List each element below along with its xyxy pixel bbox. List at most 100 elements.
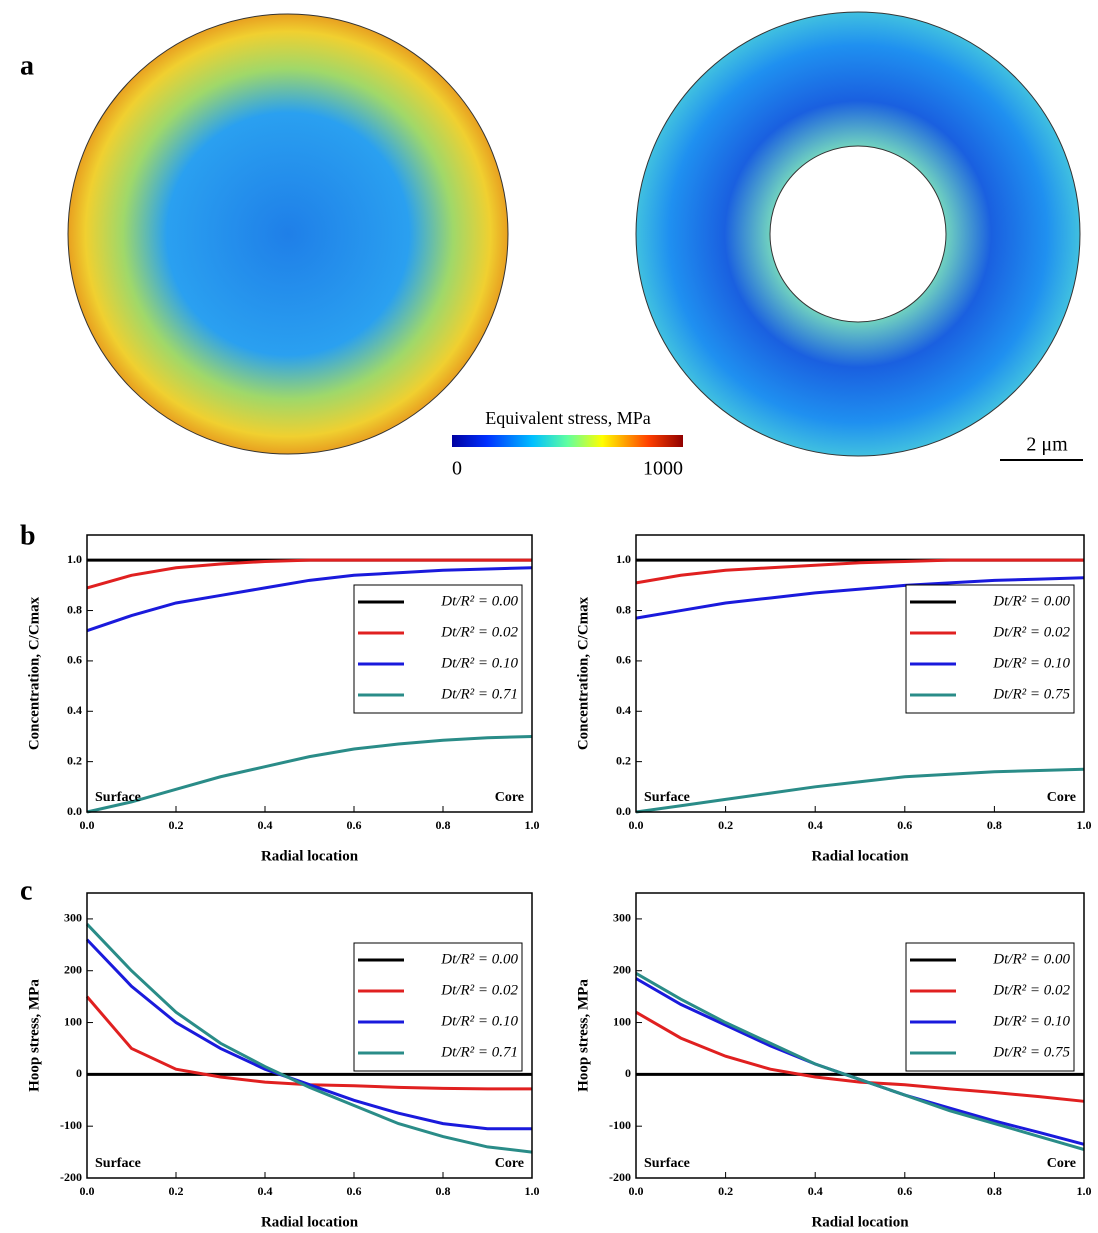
annotation: Core	[495, 1156, 524, 1171]
x-tick-label: 0.6	[347, 818, 362, 832]
legend-entry: Dt/R² = 0.71	[440, 1044, 518, 1060]
stress-map-solid	[67, 13, 509, 455]
x-tick-label: 0.4	[808, 818, 823, 832]
y-tick-label: -200	[60, 1170, 82, 1184]
x-tick-label: 0.6	[897, 818, 912, 832]
y-tick-label: 0.8	[616, 602, 631, 616]
legend-entry: Dt/R² = 0.02	[992, 982, 1070, 998]
annotation: Surface	[644, 1156, 690, 1171]
y-tick-label: 0.2	[616, 753, 631, 767]
legend-entry: Dt/R² = 0.00	[992, 593, 1070, 609]
y-axis-label: Hoop stress, MPa	[26, 979, 42, 1092]
y-tick-label: 200	[613, 962, 631, 976]
plot-frame	[635, 534, 1085, 813]
legend-entry: Dt/R² = 0.10	[440, 1013, 518, 1029]
x-tick-label: 0.4	[258, 1184, 273, 1198]
scale-bar-label: 2 μm	[1026, 434, 1068, 456]
annotation: Surface	[95, 790, 141, 805]
x-tick-label: 0.4	[808, 1184, 823, 1198]
legend-box	[353, 584, 523, 714]
panel-label: c	[20, 875, 32, 906]
panel-label: a	[20, 50, 34, 81]
annotation: Surface	[644, 790, 690, 805]
x-axis-label: Radial location	[261, 1214, 359, 1230]
y-tick-label: 100	[64, 1014, 82, 1028]
y-tick-label: 0.6	[616, 653, 631, 667]
y-tick-label: 0.0	[616, 804, 631, 818]
plot-frame	[86, 534, 533, 813]
x-tick-label: 0.2	[718, 818, 733, 832]
y-axis-label: Concentration, C/Cmax	[575, 596, 591, 750]
series-line	[85, 923, 533, 1154]
x-tick-label: 0.8	[436, 818, 451, 832]
legend-entry: Dt/R² = 0.10	[440, 655, 518, 671]
y-tick-label: 300	[613, 911, 631, 925]
y-tick-label: 1.0	[616, 552, 631, 566]
y-tick-label: 0.6	[67, 653, 82, 667]
x-tick-label: 0.6	[897, 1184, 912, 1198]
x-tick-label: 0.6	[347, 1184, 362, 1198]
legend-entry: Dt/R² = 0.02	[992, 624, 1070, 640]
x-tick-label: 0.2	[169, 1184, 184, 1198]
series-line	[635, 972, 1085, 1151]
x-tick-label: 1.0	[525, 1184, 540, 1198]
y-tick-label: 0.4	[67, 703, 82, 717]
y-axis-label: Hoop stress, MPa	[575, 979, 591, 1092]
y-tick-label: -100	[60, 1118, 82, 1132]
x-tick-label: 0.8	[436, 1184, 451, 1198]
x-tick-label: 0.2	[718, 1184, 733, 1198]
series-line	[635, 558, 1084, 585]
legend-entry: Dt/R² = 0.75	[992, 686, 1070, 702]
x-tick-label: 1.0	[1077, 1184, 1092, 1198]
x-tick-label: 0.0	[629, 818, 644, 832]
x-tick-label: 0.0	[80, 1184, 95, 1198]
y-tick-label: 200	[64, 962, 82, 976]
y-axis-label: Concentration, C/Cmax	[26, 596, 42, 750]
y-tick-label: 0.4	[616, 703, 631, 717]
series-line	[635, 576, 1085, 620]
y-tick-label: 0.0	[67, 804, 82, 818]
series-line	[635, 1010, 1085, 1103]
x-tick-label: 1.0	[1077, 818, 1092, 832]
y-tick-label: 100	[613, 1014, 631, 1028]
legend-entry: Dt/R² = 0.00	[440, 593, 518, 609]
plot-frame	[86, 892, 533, 1179]
y-tick-label: 0.2	[67, 753, 82, 767]
annotation: Core	[495, 790, 524, 805]
legend-box	[353, 942, 523, 1072]
legend-entry: Dt/R² = 0.10	[992, 655, 1070, 671]
panel-label: b	[20, 520, 36, 551]
x-tick-label: 0.0	[80, 818, 95, 832]
legend-entry: Dt/R² = 0.75	[992, 1044, 1070, 1060]
legend-box	[905, 942, 1075, 1072]
x-axis-label: Radial location	[261, 848, 359, 864]
series-line	[86, 734, 533, 814]
hollow-core	[769, 145, 947, 323]
legend-entry: Dt/R² = 0.71	[440, 686, 518, 702]
colorbar-tick-label: 1000	[643, 458, 683, 480]
y-tick-label: -200	[609, 1170, 631, 1184]
x-tick-label: 1.0	[525, 818, 540, 832]
x-axis-label: Radial location	[811, 848, 909, 864]
colorbar-title: Equivalent stress, MPa	[485, 408, 650, 428]
series-line	[85, 938, 532, 1131]
legend-entry: Dt/R² = 0.02	[440, 982, 518, 998]
x-tick-label: 0.4	[258, 818, 273, 832]
legend-box	[905, 584, 1075, 714]
y-tick-label: 300	[64, 911, 82, 925]
x-tick-label: 0.2	[169, 818, 184, 832]
legend-entry: Dt/R² = 0.10	[992, 1013, 1070, 1029]
legend-entry: Dt/R² = 0.00	[440, 951, 518, 967]
colorbar	[452, 435, 683, 447]
colorbar-tick-label: 0	[452, 458, 462, 480]
y-tick-label: 0.8	[67, 602, 82, 616]
annotation: Surface	[95, 1156, 141, 1171]
series-line	[86, 566, 533, 633]
x-tick-label: 0.8	[987, 1184, 1002, 1198]
y-tick-label: 1.0	[67, 552, 82, 566]
y-tick-label: 0	[625, 1066, 631, 1080]
plot-frame	[635, 892, 1085, 1179]
legend-entry: Dt/R² = 0.02	[440, 624, 518, 640]
x-tick-label: 0.0	[629, 1184, 644, 1198]
